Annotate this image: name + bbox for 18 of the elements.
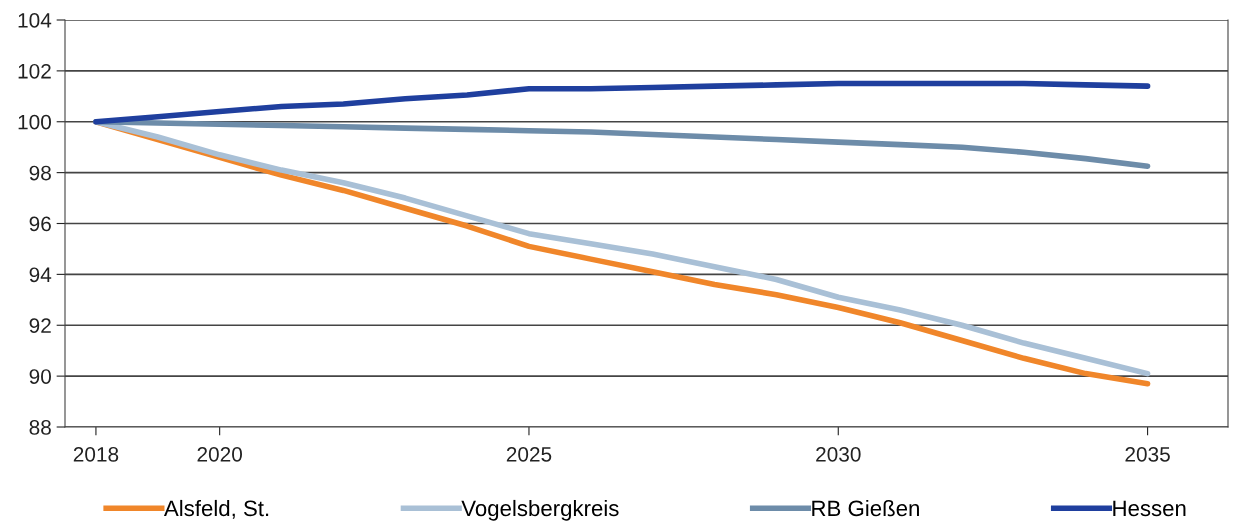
- y-tick-label: 96: [29, 216, 51, 232]
- y-tick-label: 90: [29, 369, 51, 384]
- legend-label: RB Gießen: [812, 499, 919, 517]
- y-tick-label: 100: [18, 114, 51, 130]
- x-tick-label: 2025: [506, 446, 552, 462]
- y-tick-label: 88: [29, 420, 51, 435]
- legend-label: Hessen: [1113, 500, 1186, 517]
- y-tick-label: 98: [29, 165, 51, 181]
- legend-label: Vogelsbergkreis: [461, 499, 619, 521]
- y-tick-label: 94: [29, 267, 52, 283]
- x-tick-label: 2018: [73, 446, 119, 462]
- x-tick-label: 2030: [816, 446, 861, 462]
- x-tick-label: 2035: [1125, 446, 1170, 462]
- legend-label: Alsfeld, St.: [163, 499, 269, 519]
- y-tick-label: 102: [18, 63, 51, 79]
- y-tick-label: 92: [29, 318, 51, 333]
- y-tick-label: 104: [18, 13, 52, 28]
- x-tick-label: 2020: [197, 446, 243, 462]
